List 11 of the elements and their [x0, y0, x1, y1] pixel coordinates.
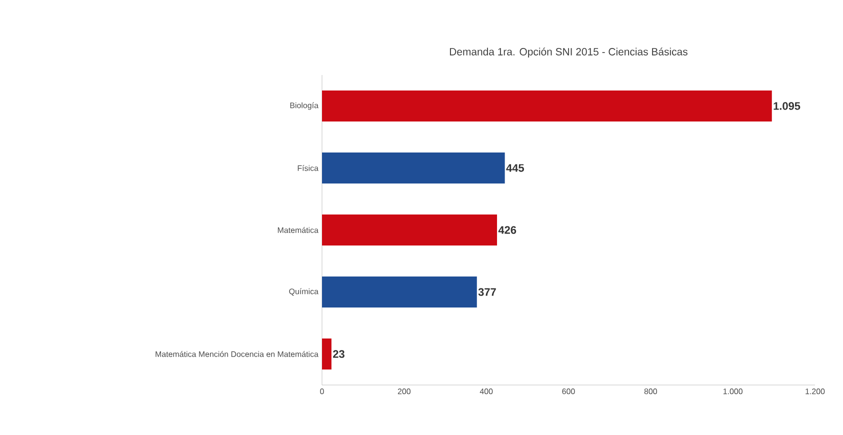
- data-label: 377: [478, 288, 496, 296]
- data-label: 23: [333, 350, 344, 358]
- bar: [322, 276, 477, 308]
- bar: [322, 152, 505, 184]
- chart-title: Demanda 1ra. Opción SNI 2015 - Ciencias Básicas: [450, 48, 688, 58]
- data-label: 1.095: [774, 102, 800, 110]
- bar: [322, 214, 498, 246]
- data-label: 426: [498, 226, 516, 234]
- bar: [322, 338, 332, 370]
- bar: [322, 90, 772, 122]
- data-label: 445: [506, 164, 524, 172]
